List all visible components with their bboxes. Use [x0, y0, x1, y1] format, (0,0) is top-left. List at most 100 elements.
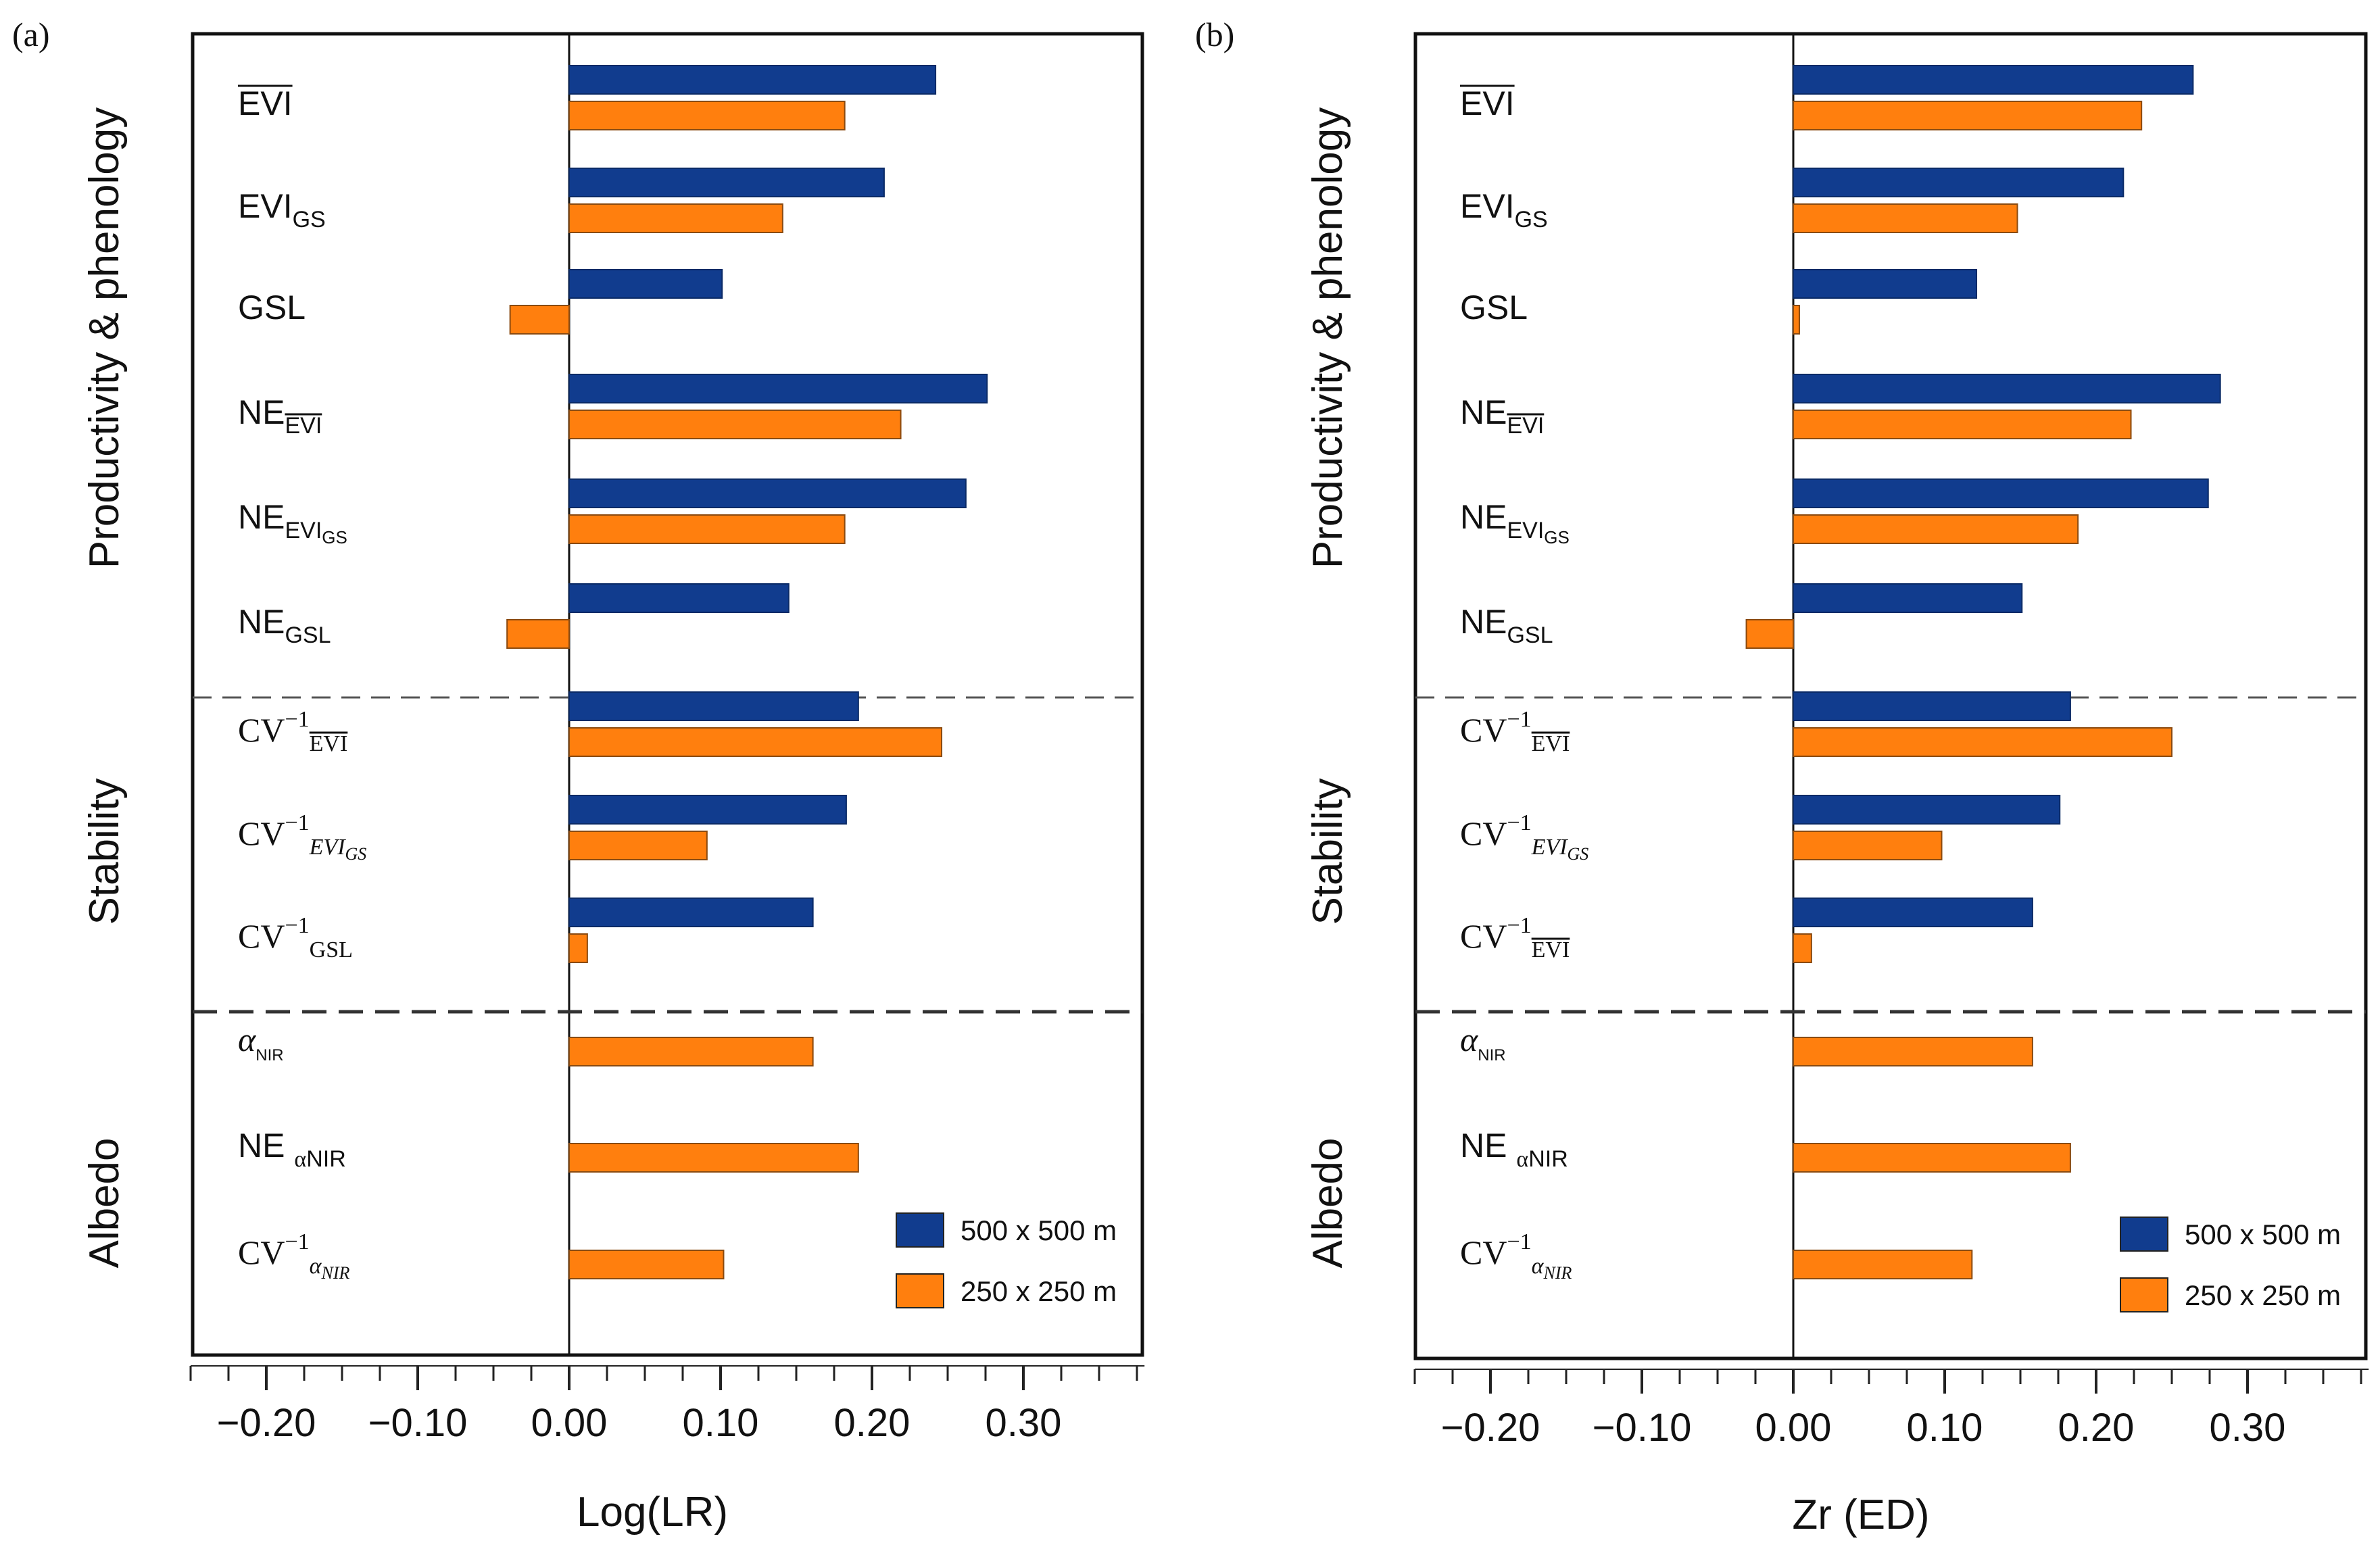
bar-500m-NE_EVI_GS: [1793, 478, 2209, 508]
category-label-CV_alpha_NIR-part: α: [310, 1254, 322, 1279]
bar-250m-CV_EVI_mean: [1793, 727, 2172, 757]
bar-250m-alpha_NIR: [1793, 1037, 2033, 1066]
category-label-alpha_NIR-part: NIR: [1478, 1046, 1505, 1064]
x-tick-label: 0.00: [531, 1401, 608, 1445]
bar-250m-NE_EVI_GS: [1793, 514, 2079, 544]
category-label-EVI_mean: EVI: [238, 84, 293, 122]
category-label-CV_EVI_mean-part: EVI: [1532, 731, 1570, 756]
category-label-CV_EVI_mean-part: CV: [238, 711, 285, 749]
category-label-NE_EVI_GS: NEEVIGS: [1460, 498, 1570, 547]
group-label: Productivity & phenology: [81, 107, 128, 568]
category-label-NE_alpha_NIR-part: α: [294, 1147, 306, 1172]
category-label-NE_EVI_GS-part: GS: [1544, 527, 1570, 547]
x-tick-label: 0.30: [2210, 1406, 2286, 1450]
category-label-EVI_GS: EVIGS: [1460, 187, 1548, 232]
bar-250m-CV_EVI_mean_2: [1793, 933, 1812, 963]
panel-a: (a) Productivity & phenology Stability Albe…: [12, 16, 1145, 1536]
bar-500m-CV_GSL: [568, 898, 814, 927]
category-label-NE_alpha_NIR: NE αNIR: [1460, 1127, 1568, 1172]
category-label-CV_EVI_GS-part: GS: [1568, 844, 1589, 864]
x-tick-label: 0.00: [1755, 1406, 1832, 1450]
category-label-alpha_NIR-part: α: [1460, 1021, 1479, 1058]
x-tick-label: −0.20: [217, 1401, 316, 1445]
category-label-CV_EVI_GS: CV−1EVIGS: [238, 810, 366, 864]
legend-swatch-250m: [2120, 1277, 2168, 1312]
category-label-EVI_GS-part: EVI: [238, 187, 293, 225]
category-label-NE_alpha_NIR-part: NE: [238, 1127, 294, 1164]
plot-frame: [191, 32, 1144, 1357]
category-label-CV_EVI_GS-part: −1: [285, 810, 309, 835]
category-label-CV_EVI_mean-part: −1: [1507, 707, 1531, 732]
category-label-NE_EVI_mean: NEEVI: [1460, 393, 1544, 439]
category-label-alpha_NIR-part: NIR: [256, 1046, 283, 1064]
category-label-CV_EVI_mean-part: −1: [285, 707, 309, 732]
panel-label: (a): [12, 16, 50, 53]
category-label-CV_GSL-part: CV: [238, 917, 285, 955]
category-label-NE_EVI_mean-part: EVI: [1507, 413, 1544, 439]
x-tick-label: −0.20: [1441, 1406, 1540, 1450]
bar-250m-CV_alpha_NIR: [1793, 1250, 1973, 1279]
category-label-CV_EVI_mean-part: EVI: [310, 731, 348, 756]
category-label-CV_alpha_NIR-part: CV: [1460, 1233, 1507, 1271]
bar-500m-EVI_mean: [568, 65, 937, 95]
category-label-CV_EVI_mean_2: CV−1EVI: [1460, 913, 1570, 962]
category-label-NE_EVI_GS-part: GS: [322, 527, 347, 547]
category-label-CV_alpha_NIR-part: α: [1532, 1254, 1545, 1279]
bar-250m-CV_EVI_mean: [568, 727, 943, 757]
category-label-GSL-part: GSL: [1460, 289, 1528, 326]
bar-500m-NE_GSL: [568, 583, 790, 613]
legend-swatch-250m: [896, 1273, 944, 1308]
category-label-EVI_mean-part: EVI: [238, 84, 293, 122]
category-label-NE_GSL-part: GSL: [285, 622, 331, 648]
bar-250m-NE_EVI_mean: [1793, 410, 2132, 439]
category-label-CV_alpha_NIR-part: −1: [1507, 1229, 1531, 1254]
category-label-NE_EVI_GS-part: NE: [238, 498, 285, 536]
category-label-NE_EVI_GS: NEEVIGS: [238, 498, 347, 547]
category-label-GSL: GSL: [1460, 289, 1528, 326]
category-label-NE_GSL-part: GSL: [1507, 622, 1553, 648]
bar-250m-NE_EVI_mean: [568, 410, 902, 439]
category-label-NE_GSL: NEGSL: [238, 603, 331, 648]
x-tick-label: 0.20: [834, 1401, 910, 1445]
category-label-CV_alpha_NIR-part: −1: [285, 1229, 309, 1254]
group-label: Albedo: [81, 1137, 128, 1268]
category-label-NE_GSL-part: NE: [1460, 603, 1507, 641]
category-label-EVI_mean: EVI: [1460, 84, 1515, 122]
x-tick-label: 0.30: [986, 1401, 1062, 1445]
category-label-CV_EVI_GS: CV−1EVIGS: [1460, 810, 1588, 864]
category-label-EVI_GS-part: EVI: [1460, 187, 1515, 225]
bar-500m-CV_EVI_GS: [1793, 795, 2061, 825]
bar-500m-GSL: [1793, 269, 1978, 299]
bar-250m-NE_EVI_GS: [568, 514, 846, 544]
bar-250m-EVI_mean: [568, 101, 846, 130]
category-label-alpha_NIR-part: α: [238, 1021, 257, 1058]
plot-frame: [1413, 32, 2368, 1360]
bar-500m-EVI_mean: [1793, 65, 2194, 95]
x-tick-label: −0.10: [1593, 1406, 1692, 1450]
bar-500m-EVI_GS: [1793, 168, 2124, 197]
category-label-CV_EVI_GS-part: EVI: [1531, 835, 1569, 860]
category-label-EVI_GS: EVIGS: [238, 187, 326, 232]
panel-label: (b): [1195, 16, 1234, 53]
bar-250m-NE_alpha_NIR: [568, 1143, 859, 1173]
legend-label-250m: 250 x 250 m: [2185, 1279, 2341, 1311]
bar-250m-NE_GSL: [506, 619, 570, 649]
category-label-NE_alpha_NIR-part: NIR: [1528, 1146, 1568, 1172]
bar-500m-CV_EVI_mean: [568, 691, 859, 721]
bar-250m-EVI_GS: [1793, 203, 2018, 233]
category-label-CV_alpha_NIR: CV−1αNIR: [238, 1229, 350, 1283]
category-label-NE_alpha_NIR-part: NE: [1460, 1127, 1516, 1164]
x-tick-label: 0.10: [1907, 1406, 1983, 1450]
group-label: Stability: [1305, 778, 1351, 925]
category-label-EVI_GS-part: GS: [1515, 207, 1548, 232]
category-label-CV_EVI_mean: CV−1EVI: [238, 707, 347, 756]
category-label-CV_EVI_GS-part: GS: [345, 844, 367, 864]
category-label-GSL-part: GSL: [238, 289, 306, 326]
x-tick-label: −0.10: [368, 1401, 468, 1445]
bar-250m-CV_GSL: [568, 933, 588, 963]
category-label-alpha_NIR: αNIR: [238, 1021, 284, 1064]
category-label-CV_GSL: CV−1GSL: [238, 913, 353, 962]
bar-500m-NE_EVI_GS: [568, 478, 967, 508]
legend-label-500m: 500 x 500 m: [2185, 1219, 2341, 1250]
bar-500m-CV_EVI_mean: [1793, 691, 2071, 721]
